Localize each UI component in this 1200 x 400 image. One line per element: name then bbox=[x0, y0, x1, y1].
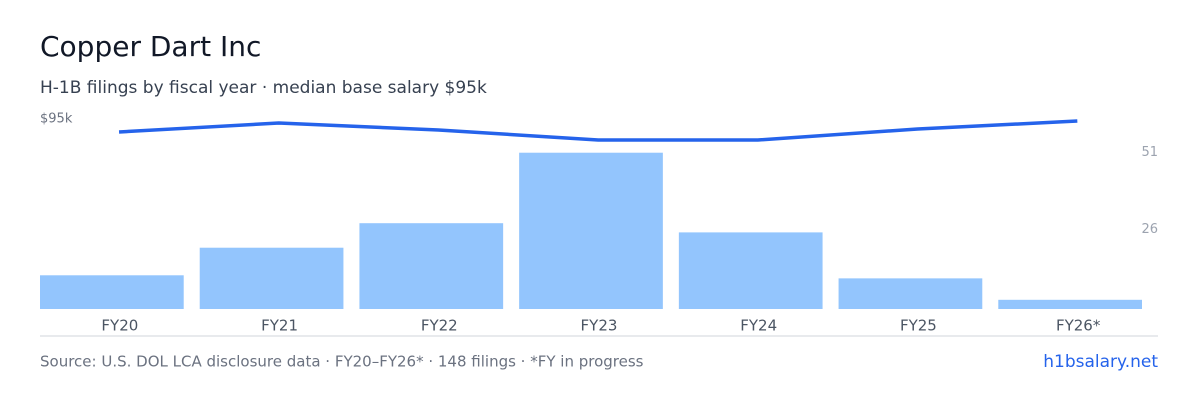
source-note: Source: U.S. DOL LCA disclosure data · F… bbox=[40, 353, 644, 371]
bar bbox=[678, 232, 823, 309]
y-tick-label: $95k bbox=[40, 112, 73, 127]
x-tick-label: FY22 bbox=[421, 317, 458, 335]
x-tick-label: FY20 bbox=[101, 317, 138, 335]
bar bbox=[40, 275, 184, 309]
bar bbox=[519, 152, 663, 309]
bar bbox=[359, 223, 504, 309]
x-tick-label: FY23 bbox=[581, 317, 618, 335]
chart-title: Copper Dart Inc bbox=[40, 30, 261, 63]
site-link[interactable]: h1bsalary.net bbox=[1043, 352, 1158, 372]
chart-subtitle: H-1B filings by fiscal year · median bas… bbox=[40, 78, 487, 98]
bar bbox=[838, 278, 983, 309]
x-tick-label: FY25 bbox=[900, 317, 937, 335]
line bbox=[118, 119, 1078, 142]
x-tick-label: FY26* bbox=[1056, 317, 1101, 335]
x-tick-label: FY21 bbox=[261, 317, 298, 335]
x-tick-label: FY24 bbox=[740, 317, 777, 335]
bar bbox=[998, 299, 1142, 309]
y2-tick-label: 51 bbox=[1141, 145, 1158, 160]
bar bbox=[199, 247, 344, 309]
y2-tick-label: 26 bbox=[1141, 222, 1158, 237]
